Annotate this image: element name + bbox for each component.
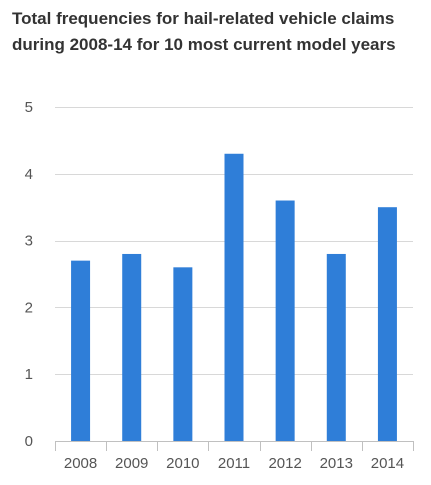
bar-2009 [122, 253, 142, 441]
y-axis-tick-labels: 0 1 2 3 4 5 [25, 99, 33, 450]
y-tick-label-5: 5 [25, 99, 33, 116]
bar-2011 [224, 153, 244, 441]
x-tick-label-2011: 2011 [218, 455, 250, 472]
bar-2014 [377, 207, 397, 441]
x-tick-label-2009: 2009 [115, 455, 148, 472]
chart-title: Total frequencies for hail-related vehic… [12, 6, 422, 58]
y-tick-label-4: 4 [25, 166, 33, 183]
x-tick-label-2014: 2014 [371, 455, 404, 472]
y-tick-label-2: 2 [25, 299, 33, 316]
x-tick-label-2012: 2012 [268, 455, 301, 472]
x-tick-label-2010: 2010 [166, 455, 199, 472]
y-tick-label-1: 1 [25, 366, 33, 383]
bar-2013 [326, 253, 346, 441]
x-tick-label-2013: 2013 [320, 455, 353, 472]
bar-2008 [71, 260, 91, 441]
x-tick-label-2008: 2008 [64, 455, 97, 472]
y-tick-label-0: 0 [25, 433, 33, 450]
y-tick-label-3: 3 [25, 233, 33, 250]
bar-2010 [173, 267, 193, 441]
bars [71, 153, 397, 441]
chart-title-line-1: Total frequencies for hail-related vehic… [12, 9, 395, 28]
bar-2012 [275, 200, 295, 441]
x-axis-tick-labels: 2008 2009 2010 2011 2012 2013 2014 [64, 455, 404, 472]
x-axis [55, 441, 414, 451]
chart-title-line-2: during 2008-14 for 10 most current model… [12, 35, 396, 54]
